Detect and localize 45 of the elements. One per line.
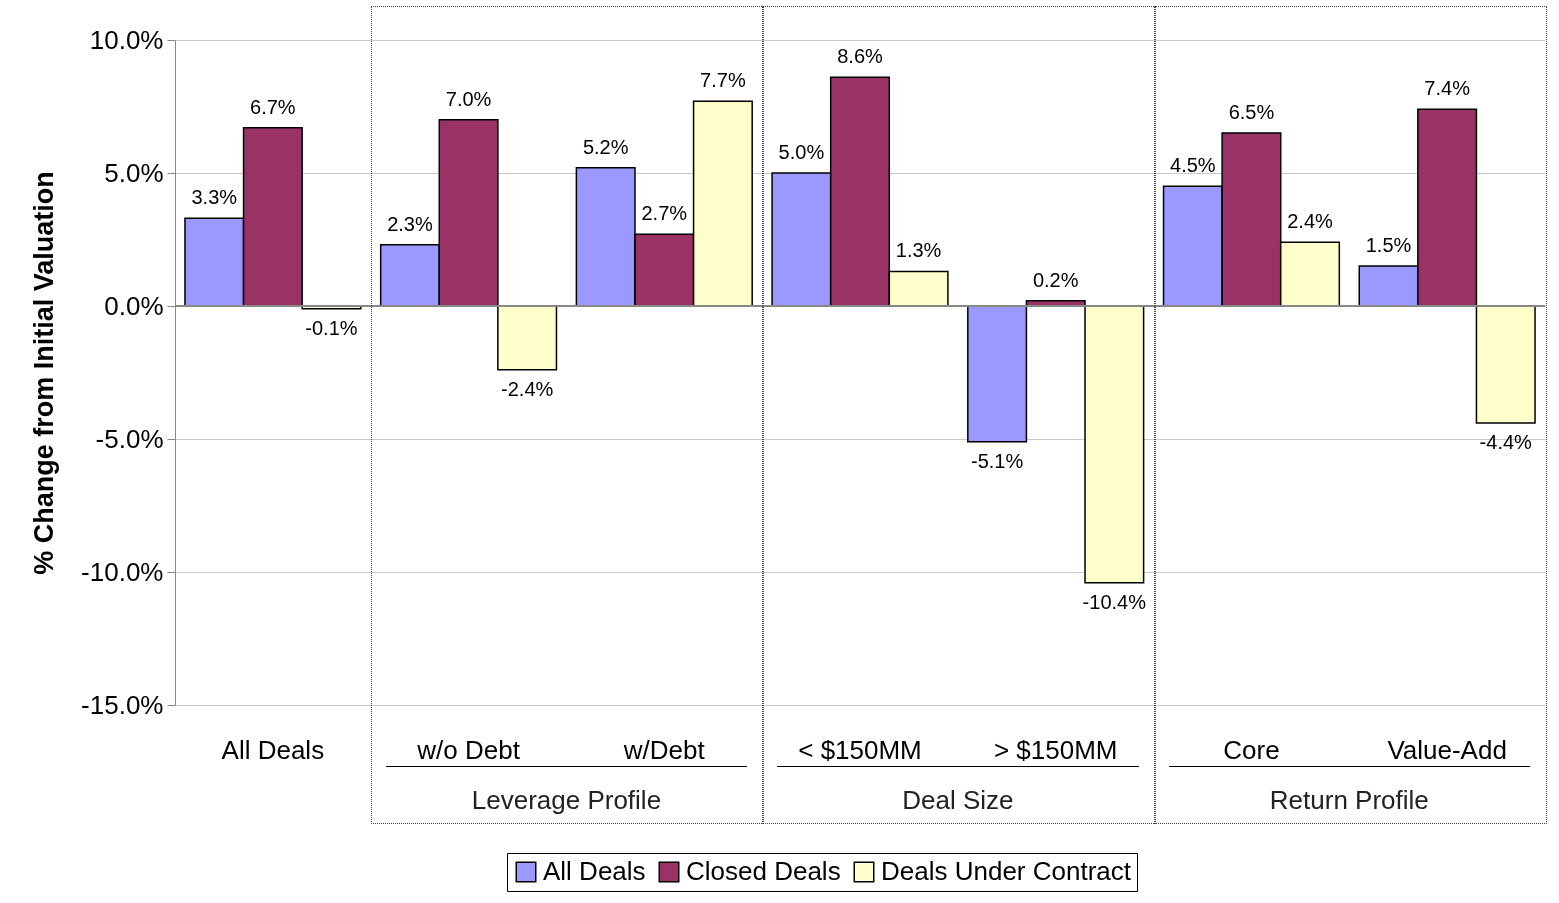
data-label: 1.5% [1365, 234, 1412, 257]
x-tick-label: w/o Debt [416, 734, 521, 765]
data-label: 6.7% [250, 95, 296, 118]
data-label: -4.4% [1479, 431, 1533, 454]
data-label: 3.3% [191, 186, 238, 209]
data-label: -10.4% [1082, 590, 1147, 613]
data-label: 5.0% [778, 141, 825, 163]
data-label: 7.7% [700, 69, 746, 92]
data-label: -0.1% [305, 316, 358, 339]
y-tick-label: -10.0% [81, 556, 164, 587]
y-tick-label: -5.0% [95, 423, 164, 454]
x-tick-label: w/Debt [622, 734, 706, 765]
bar [967, 305, 1028, 443]
x-tick-label: Value-Add [1387, 734, 1507, 765]
data-label: -2.4% [501, 377, 554, 400]
legend-label: Closed Deals [686, 856, 841, 886]
x-tick-label: < $150MM [798, 734, 922, 765]
data-label: 5.2% [582, 135, 629, 158]
data-label: 2.7% [641, 202, 688, 225]
data-label: 0.2% [1032, 268, 1079, 291]
y-tick-label: 0.0% [104, 290, 164, 321]
x-tick-label: All Deals [221, 734, 325, 765]
text: Deal Size [901, 785, 1015, 816]
data-label: 1.3% [895, 239, 942, 262]
legend-label: All Deals [543, 856, 646, 886]
bar [1475, 305, 1536, 424]
y-tick-label: -15.0% [81, 689, 164, 720]
data-label: 2.3% [387, 212, 433, 235]
bar [1084, 305, 1145, 584]
data-label: 8.6% [837, 45, 884, 68]
text: Leverage Profile [470, 785, 663, 816]
data-label: 7.4% [1424, 77, 1471, 100]
data-label: 6.5% [1228, 101, 1275, 124]
data-label: 7.0% [445, 87, 492, 110]
x-tick-label: Core [1223, 734, 1280, 765]
y-axis-title: % Change from Initial Valuation [29, 171, 60, 575]
text: Return Profile [1268, 785, 1430, 816]
legend-label: Deals Under Contract [881, 856, 1132, 886]
x-tick-label: > $150MM [993, 734, 1118, 765]
data-label: 2.4% [1287, 210, 1334, 233]
y-tick-label: 10.0% [89, 24, 164, 55]
data-label: -5.1% [970, 449, 1024, 472]
bar [497, 305, 558, 371]
data-label: 4.5% [1170, 154, 1216, 177]
y-tick-label: 5.0% [104, 157, 164, 188]
